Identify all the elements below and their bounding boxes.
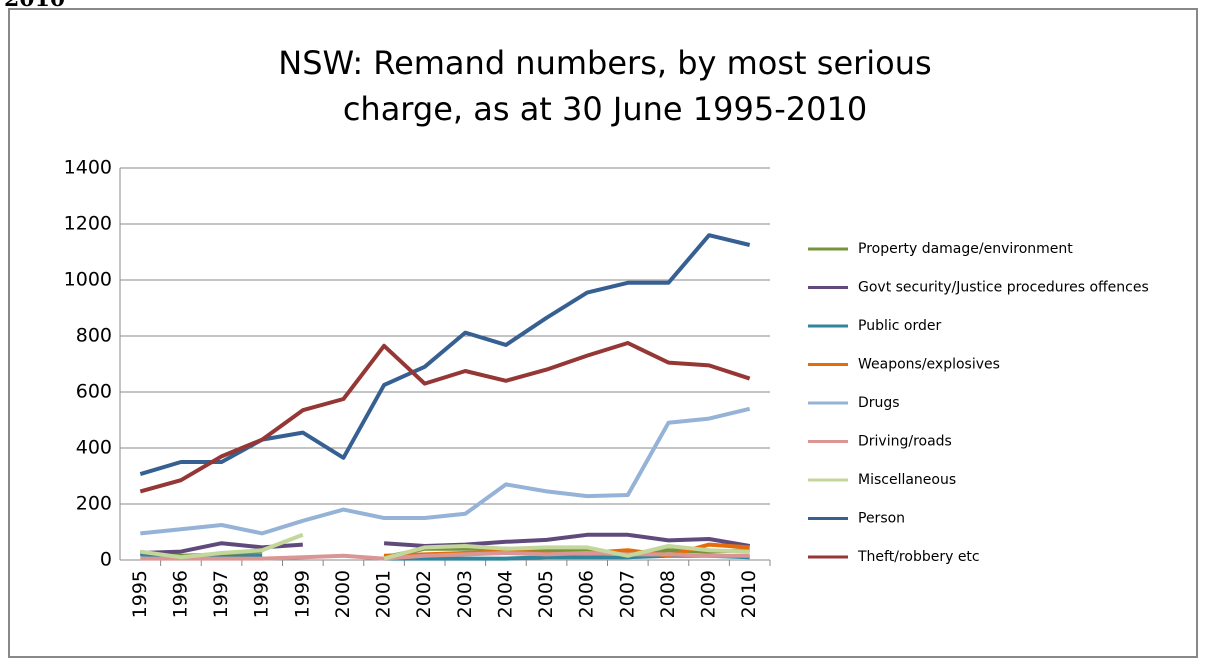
- y-tick-label: 800: [76, 325, 112, 347]
- y-tick-label: 400: [76, 437, 112, 459]
- y-tick-label: 1000: [64, 269, 112, 291]
- legend-label: Govt security/Justice procedures offence…: [858, 280, 1149, 296]
- x-tick-label: 2005: [535, 570, 557, 618]
- y-tick-label: 1400: [64, 157, 112, 179]
- x-tick-label: 1996: [169, 570, 191, 618]
- x-tick-label: 2007: [616, 570, 638, 618]
- x-tick-label: 2006: [576, 570, 598, 618]
- x-tick-label: 2003: [454, 570, 476, 618]
- legend-label: Drugs: [858, 395, 900, 411]
- series-line: [140, 406, 751, 536]
- x-tick-label: 2009: [698, 570, 720, 618]
- x-tick-label: 2001: [373, 570, 395, 618]
- x-tick-label: 1997: [210, 570, 232, 618]
- x-tick-label: 2002: [413, 570, 435, 618]
- x-tick-label: 1999: [291, 570, 313, 618]
- y-tick-label: 600: [76, 381, 112, 403]
- y-tick-label: 200: [76, 493, 112, 515]
- x-tick-label: 2004: [494, 570, 516, 618]
- series-line: [140, 551, 750, 561]
- x-tick-label: 1998: [251, 570, 273, 618]
- x-tick-label: 2000: [332, 570, 354, 618]
- series-line: [140, 532, 750, 561]
- chart-title: NSW: Remand numbers, by most serious cha…: [278, 44, 932, 128]
- y-tick-label: 0: [100, 549, 112, 571]
- legend-label: Person: [858, 511, 905, 527]
- x-tick-label: 1995: [129, 570, 151, 618]
- x-tick-label: 2008: [657, 570, 679, 618]
- chart-frame: [8, 8, 1198, 658]
- y-tick-label: 1200: [64, 213, 112, 235]
- series-line: [139, 233, 751, 476]
- legend-label: Theft/robbery etc: [857, 549, 980, 565]
- legend-label: Miscellaneous: [858, 472, 956, 488]
- x-tick-label: 2010: [738, 570, 760, 618]
- legend-label: Property damage/environment: [858, 241, 1073, 257]
- series-line: [139, 341, 751, 494]
- legend-label: Weapons/explosives: [858, 357, 1000, 373]
- legend-label: Public order: [858, 318, 941, 334]
- legend-label: Driving/roads: [858, 434, 952, 450]
